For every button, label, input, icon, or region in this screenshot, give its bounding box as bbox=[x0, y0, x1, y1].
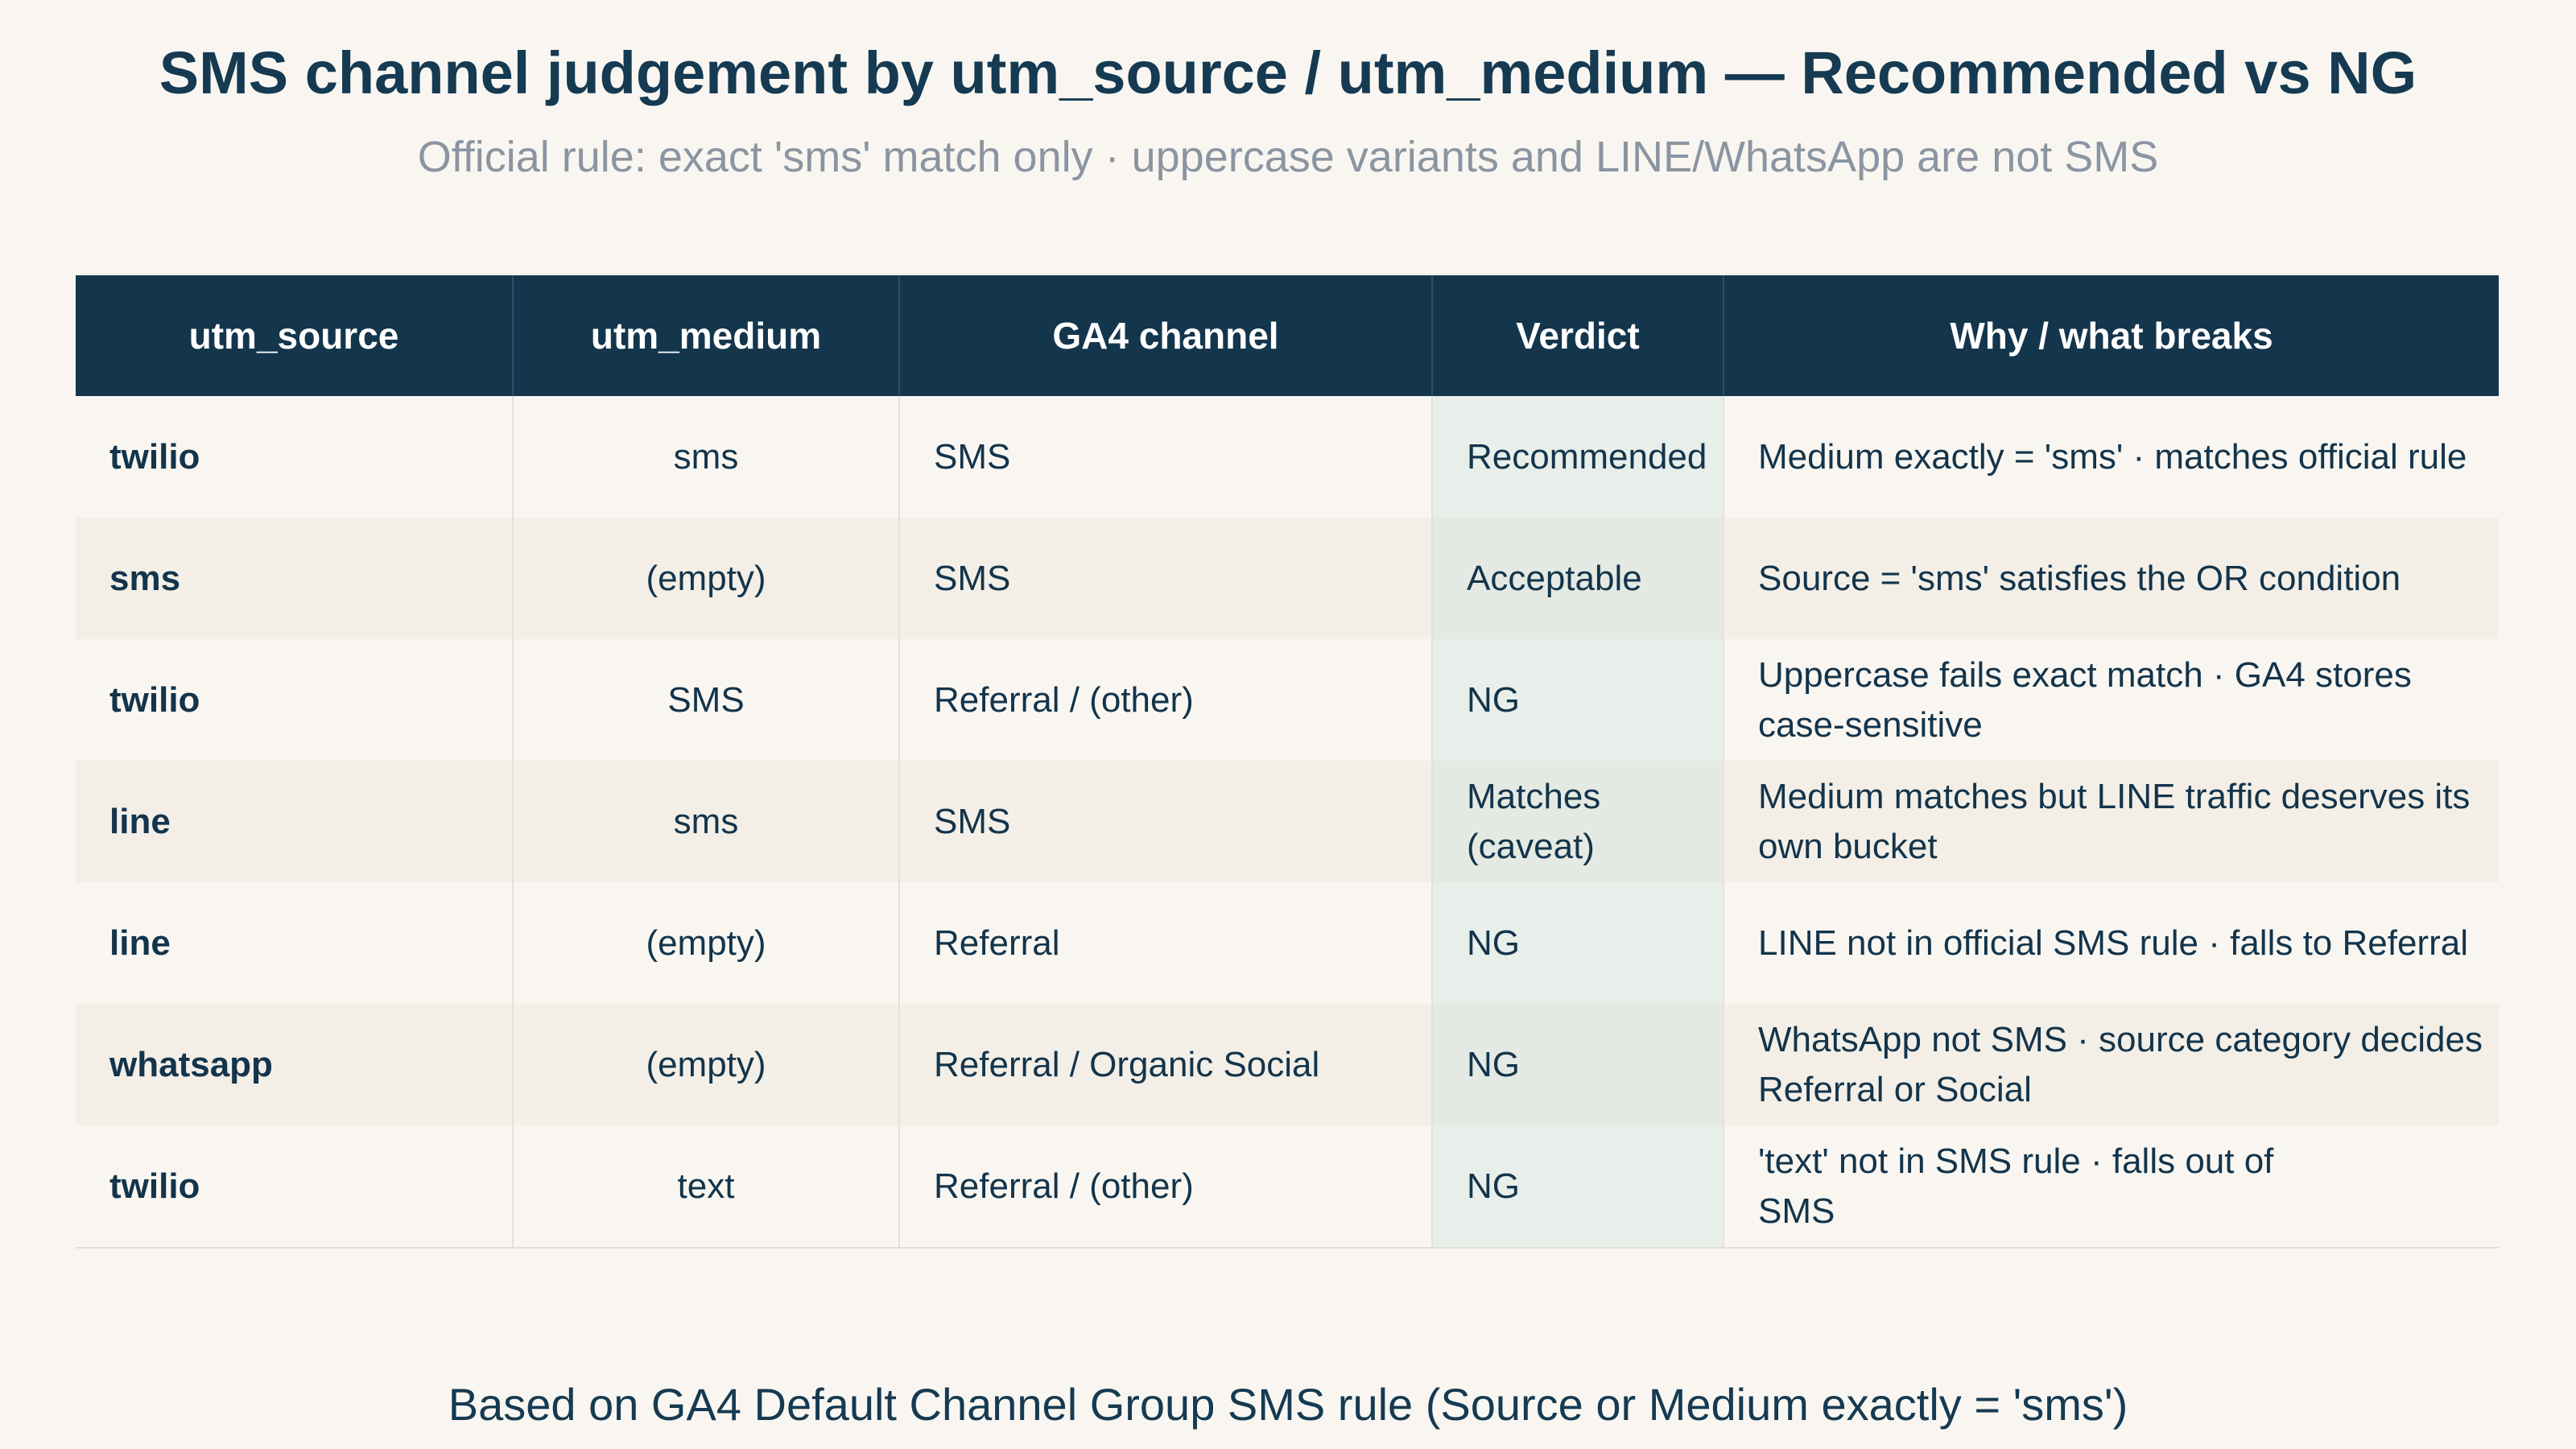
verdict-text: NG bbox=[1467, 1166, 1520, 1206]
verdict-text: Acceptable bbox=[1467, 558, 1642, 598]
cell-medium: (empty) bbox=[514, 1004, 900, 1125]
table-row: whatsapp (empty) Referral / Organic Soci… bbox=[76, 1004, 2499, 1125]
header-ga4-channel: GA4 channel bbox=[900, 275, 1433, 396]
verdict-text: NG bbox=[1467, 1044, 1520, 1084]
header-why: Why / what breaks bbox=[1950, 315, 2273, 357]
cell-medium: sms bbox=[514, 396, 900, 518]
cell-why: Medium matches but LINE traffic deserves… bbox=[1724, 761, 2499, 882]
why-text: Source = 'sms' satisfies the OR conditio… bbox=[1758, 558, 2401, 598]
cell-medium: (empty) bbox=[514, 882, 900, 1004]
table-row: line (empty) Referral NG LINE not in off… bbox=[76, 882, 2499, 1004]
cell-medium: sms bbox=[514, 761, 900, 882]
why-text: LINE not in official SMS rule · falls to… bbox=[1758, 923, 2468, 963]
cell-source: twilio bbox=[76, 1125, 514, 1247]
cell-why: Source = 'sms' satisfies the OR conditio… bbox=[1724, 518, 2499, 639]
cell-why: Uppercase fails exact match · GA4 stores… bbox=[1724, 639, 2499, 761]
cell-verdict: NG bbox=[1433, 639, 1724, 761]
cell-verdict: NG bbox=[1433, 1125, 1724, 1247]
cell-medium: (empty) bbox=[514, 518, 900, 639]
cell-verdict: Acceptable bbox=[1433, 518, 1724, 639]
cell-source: line bbox=[76, 882, 514, 1004]
verdict-text: NG bbox=[1467, 679, 1520, 720]
cell-why: Medium exactly = 'sms' · matches officia… bbox=[1724, 396, 2499, 518]
table-row: line sms SMS Matches (caveat) Medium mat… bbox=[76, 761, 2499, 882]
why-text: WhatsApp not SMS · source category decid… bbox=[1758, 1019, 2483, 1109]
cell-source: twilio bbox=[76, 639, 514, 761]
header-verdict: Verdict bbox=[1433, 275, 1724, 396]
why-text: Uppercase fails exact match · GA4 stores… bbox=[1758, 654, 2412, 745]
why-text: 'text' not in SMS rule · falls out of SM… bbox=[1758, 1141, 2274, 1231]
cell-why: 'text' not in SMS rule · falls out of SM… bbox=[1724, 1125, 2499, 1247]
footer-note: Based on GA4 Default Channel Group SMS r… bbox=[448, 1379, 2128, 1430]
cell-channel: Referral / (other) bbox=[900, 1125, 1433, 1247]
cell-source: line bbox=[76, 761, 514, 882]
cell-medium: text bbox=[514, 1125, 900, 1247]
page-title: SMS channel judgement by utm_source / ut… bbox=[159, 39, 2417, 106]
cell-verdict: Recommended bbox=[1433, 396, 1724, 518]
verdict-text: Recommended bbox=[1467, 436, 1707, 477]
cell-verdict: Matches (caveat) bbox=[1433, 761, 1724, 882]
cell-medium: SMS bbox=[514, 639, 900, 761]
cell-channel: Referral / Organic Social bbox=[900, 1004, 1433, 1125]
table-row: twilio sms SMS Recommended Medium exactl… bbox=[76, 396, 2499, 518]
why-text: Medium matches but LINE traffic deserves… bbox=[1758, 776, 2471, 866]
cell-channel: SMS bbox=[900, 518, 1433, 639]
cell-channel: Referral bbox=[900, 882, 1433, 1004]
cell-verdict: NG bbox=[1433, 882, 1724, 1004]
table-header-row: utm_source utm_medium GA4 channel Verdic… bbox=[76, 275, 2499, 396]
header-utm-medium: utm_medium bbox=[514, 275, 900, 396]
cell-why: WhatsApp not SMS · source category decid… bbox=[1724, 1004, 2499, 1125]
cell-source: twilio bbox=[76, 396, 514, 518]
channel-table: utm_source utm_medium GA4 channel Verdic… bbox=[76, 275, 2499, 1249]
table-row: sms (empty) SMS Acceptable Source = 'sms… bbox=[76, 518, 2499, 639]
cell-channel: SMS bbox=[900, 761, 1433, 882]
header-utm-source: utm_source bbox=[76, 275, 514, 396]
cell-source: whatsapp bbox=[76, 1004, 514, 1125]
table-row: twilio SMS Referral / (other) NG Upperca… bbox=[76, 639, 2499, 761]
page-subtitle: Official rule: exact 'sms' match only · … bbox=[417, 133, 2159, 181]
why-text: Medium exactly = 'sms' · matches officia… bbox=[1758, 436, 2467, 477]
cell-source: sms bbox=[76, 518, 514, 639]
cell-verdict: NG bbox=[1433, 1004, 1724, 1125]
verdict-text: NG bbox=[1467, 923, 1520, 963]
cell-channel: SMS bbox=[900, 396, 1433, 518]
cell-why: LINE not in official SMS rule · falls to… bbox=[1724, 882, 2499, 1004]
verdict-text: Matches (caveat) bbox=[1467, 776, 1601, 866]
table-row: twilio text Referral / (other) NG 'text'… bbox=[76, 1125, 2499, 1247]
cell-channel: Referral / (other) bbox=[900, 639, 1433, 761]
